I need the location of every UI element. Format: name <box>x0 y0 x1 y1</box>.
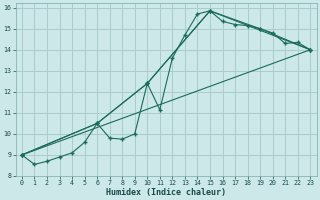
X-axis label: Humidex (Indice chaleur): Humidex (Indice chaleur) <box>106 188 226 197</box>
